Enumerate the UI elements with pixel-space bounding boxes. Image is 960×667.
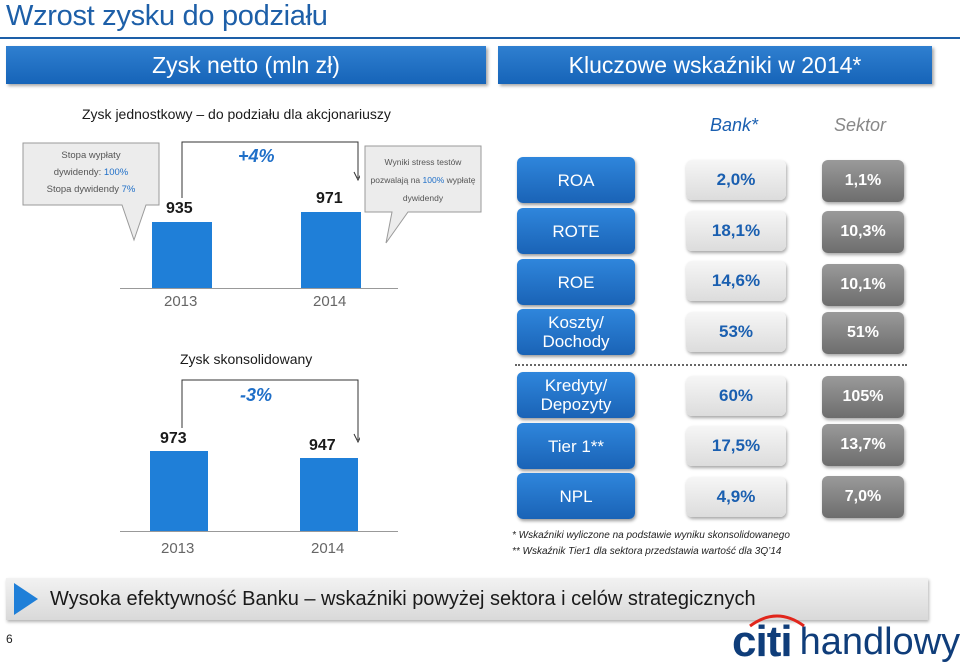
kpi-label-roa: ROA — [517, 157, 635, 203]
kpi-sector-tier1: 13,7% — [822, 424, 904, 466]
page-title: Wzrost zysku do podziału — [6, 0, 328, 32]
standalone-value-2013: 935 — [166, 200, 193, 217]
citi-handlowy-logo: citi handlowy — [732, 618, 960, 664]
summary-bar — [6, 578, 928, 620]
consolidated-year-2013: 2013 — [161, 540, 195, 557]
section-divider — [515, 364, 907, 366]
callout-right-text: Wyniki stress testów pozwalają na 100% w… — [366, 153, 480, 207]
standalone-axis — [120, 288, 398, 289]
standalone-bar-2014 — [301, 212, 361, 288]
kpi-sector-loans-deposits: 105% — [822, 376, 904, 418]
callout-left-text: Stopa wypłaty dywidendy: 100% Stopa dywi… — [24, 147, 158, 198]
kpi-label-cost-income: Koszty/ Dochody — [517, 309, 635, 355]
standalone-year-2014: 2014 — [313, 293, 347, 310]
stress-test-callout — [364, 145, 482, 244]
callout-right-line2-value: 100% — [422, 175, 445, 185]
standalone-heading: Zysk jednostkowy – do podziału dla akcjo… — [82, 106, 391, 122]
column-header-sector: Sektor — [834, 115, 887, 135]
callout-right-line1: Wyniki stress testów — [384, 157, 462, 167]
callout-left-line2-value: 100% — [103, 167, 129, 178]
kpi-bank-cost-income: 53% — [686, 312, 786, 352]
kpi-label-roe: ROE — [517, 259, 635, 305]
callout-left-line1: Stopa wypłaty — [61, 150, 121, 161]
summary-message: Wysoka efektywność Banku – wskaźniki pow… — [50, 588, 756, 610]
callout-left-line3-value: 7% — [121, 184, 136, 195]
change-label-bg — [222, 143, 302, 169]
title-divider — [0, 37, 960, 39]
consolidated-bar-2014 — [300, 458, 358, 531]
consolidated-year-2014: 2014 — [311, 540, 345, 557]
page-number: 6 — [6, 632, 13, 646]
consolidated-heading: Zysk skonsolidowany — [180, 351, 313, 367]
logo-citi: citi — [732, 617, 793, 666]
kpi-label-tier1: Tier 1** — [517, 423, 635, 469]
consolidated-change: -3% — [240, 385, 273, 405]
dividend-payout-callout — [22, 142, 160, 242]
kpi-sector-roa: 1,1% — [822, 160, 904, 202]
kpi-sector-roe: 10,1% — [822, 264, 904, 306]
kpi-bank-roe: 14,6% — [686, 261, 786, 301]
callout-left-line3: Stopa dywidendy 7% — [24, 181, 158, 198]
callout-right-line2: pozwalają na 100% wypłatę — [366, 171, 480, 189]
callout-left-line2-text: dywidendy: — [53, 167, 104, 178]
logo-handlowy: handlowy — [799, 621, 960, 663]
consolidated-axis — [120, 531, 398, 532]
standalone-bar-2013 — [152, 222, 212, 288]
kpi-sector-npl: 7,0% — [822, 476, 904, 518]
consolidated-change-bracket — [181, 379, 360, 444]
callout-right-line2-text: pozwalają na — [370, 175, 423, 185]
callout-left-line3-text: Stopa dywidendy — [46, 184, 122, 195]
kpi-bank-roa: 2,0% — [686, 160, 786, 200]
callout-right-line2-end: wypłatę — [444, 175, 476, 185]
citi-arc-icon — [749, 614, 805, 628]
consolidated-value-2014: 947 — [309, 437, 336, 454]
kpi-label-npl: NPL — [517, 473, 635, 519]
consolidated-value-2013: 973 — [160, 430, 187, 447]
footnote-tier1: ** Wskaźnik Tier1 dla sektora przedstawi… — [512, 546, 782, 557]
consolidated-change-bg — [222, 381, 302, 409]
play-arrow-icon — [14, 583, 38, 615]
kpi-bank-tier1: 17,5% — [686, 426, 786, 466]
standalone-year-2013: 2013 — [164, 293, 198, 310]
kpi-label-rote: ROTE — [517, 208, 635, 254]
banner-key-ratios: Kluczowe wskaźniki w 2014* — [498, 46, 932, 84]
callout-right-line3: dywidendy — [402, 193, 444, 203]
consolidated-bar-2013 — [150, 451, 208, 531]
kpi-sector-cost-income: 51% — [822, 312, 904, 354]
kpi-bank-rote: 18,1% — [686, 211, 786, 251]
change-bracket — [181, 141, 360, 198]
kpi-bank-loans-deposits: 60% — [686, 376, 786, 416]
footnote-ratios: * Wskaźniki wyliczone na podstawie wynik… — [512, 530, 790, 541]
standalone-value-2014: 971 — [316, 190, 343, 207]
callout-left-line2: dywidendy: 100% — [24, 164, 158, 181]
kpi-sector-rote: 10,3% — [822, 211, 904, 253]
banner-net-profit: Zysk netto (mln zł) — [6, 46, 486, 84]
kpi-bank-npl: 4,9% — [686, 477, 786, 517]
standalone-change: +4% — [238, 146, 275, 166]
kpi-label-loans-deposits: Kredyty/ Depozyty — [517, 372, 635, 418]
column-header-bank: Bank* — [710, 115, 759, 135]
